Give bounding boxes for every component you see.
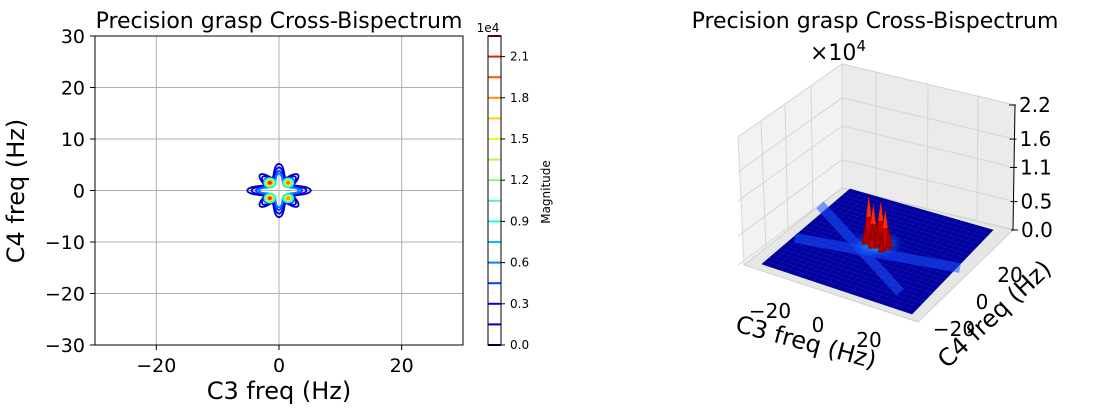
surface-z-scale-exponent: 4 — [856, 37, 866, 55]
surface-mesh-line — [846, 191, 990, 234]
colorbar: 1e4 0.0 0.3 0.6 0.9 1.2 1.5 1.8 2.1 Magnitude — [477, 21, 553, 352]
surface-wall-gridline — [810, 85, 814, 213]
contour-gridlines — [95, 36, 463, 345]
surface-x-axis-label: C3 freq (Hz) — [733, 310, 880, 374]
contour-x-ticks: −20 0 20 — [136, 345, 414, 377]
surface-peak-tip — [882, 210, 888, 229]
surface-z-tick-label: 2.2 — [1019, 93, 1051, 117]
surface-y-ticks: −200 20 — [933, 263, 1023, 341]
surface-peak — [885, 226, 893, 249]
contour-levels — [246, 162, 312, 219]
contour-y-axis-label: C4 freq (Hz) — [2, 119, 30, 263]
surface-x-ticks: −20 0 20 — [749, 299, 882, 352]
contour-chart: Precision grasp Cross-Bispectrum −20 0 20 … — [2, 9, 464, 405]
colorbar-label: Magnitude — [539, 160, 553, 224]
contour-title: Precision grasp Cross-Bispectrum — [96, 9, 463, 34]
colorbar-tick-label: 2.1 — [510, 50, 529, 64]
contour-x-tick-label: −20 — [136, 355, 176, 377]
surface-z-ticks: 0.0 0.5 1.1 1.6 2.2 — [1009, 93, 1053, 242]
contour-y-tick-label: 10 — [61, 129, 85, 151]
surface-z-tick-label: 0.5 — [1021, 190, 1053, 214]
colorbar-tick-label: 0.9 — [510, 214, 529, 228]
contour-y-tick-label: 0 — [73, 181, 85, 203]
colorbar-tick-label: 1.2 — [510, 173, 529, 187]
surface-peak-tip — [878, 202, 884, 221]
contour-peak-ring — [268, 181, 272, 185]
surface-y-tick-label: 0 — [976, 290, 989, 314]
contour-y-ticks: −30 −20 −10 0 10 20 30 — [45, 26, 95, 357]
surface-peaks — [861, 196, 893, 253]
colorbar-frame — [487, 35, 502, 346]
contour-x-axis-label: C3 freq (Hz) — [207, 377, 351, 405]
colorbar-tick-label: 1.5 — [510, 132, 529, 146]
colorbar-level-lines — [488, 35, 501, 346]
colorbar-ticks: 0.0 0.3 0.6 0.9 1.2 1.5 1.8 2.1 — [501, 50, 529, 352]
contour-y-tick-label: −10 — [45, 232, 85, 254]
surface-z-tick-label: 1.1 — [1020, 156, 1052, 180]
contour-peak-ring — [286, 196, 290, 200]
surface-peak — [861, 225, 869, 245]
contour-peak-ring — [286, 181, 290, 185]
contour-y-tick-label: 30 — [61, 26, 85, 48]
contour-y-tick-label: −30 — [45, 335, 85, 357]
contour-peak-ring — [268, 196, 272, 200]
colorbar-exponent: 1e4 — [477, 21, 500, 35]
surface-z-tick-label: 1.6 — [1020, 127, 1052, 151]
surface-wall-gridline — [784, 103, 789, 232]
surface-z-tick-label: 0.0 — [1021, 218, 1053, 242]
contour-y-tick-label: 20 — [61, 78, 85, 100]
surface-wall-gridline — [737, 63, 1016, 138]
surface-z-scale: ×104 — [810, 37, 866, 66]
colorbar-tick-label: 0.0 — [510, 338, 529, 352]
surface-z-scale-base: ×10 — [810, 41, 856, 66]
contour-x-tick-label: 0 — [273, 355, 285, 377]
contour-x-tick-label: 20 — [390, 355, 414, 377]
surface-chart: Precision grasp Cross-Bispectrum ×104 0.… — [692, 9, 1059, 374]
colorbar-tick-label: 0.3 — [510, 297, 529, 311]
contour-y-tick-label: −20 — [45, 284, 85, 306]
surface-peak-tip — [866, 196, 872, 217]
surface-y-tick-label: 20 — [997, 263, 1022, 287]
surface-x-tick-label: 20 — [856, 328, 881, 352]
surface-wall-gridline — [737, 159, 1016, 237]
colorbar-tick-label: 0.6 — [510, 256, 529, 270]
surface-x-tick-label: −20 — [749, 299, 791, 323]
surface-peak — [873, 218, 881, 247]
surface-peak-tip — [870, 204, 876, 224]
surface-mesh-line — [838, 198, 983, 241]
surface-wall-gridline — [760, 120, 767, 249]
surface-mesh-line — [842, 195, 987, 238]
surface-wall-gridline — [737, 125, 1016, 202]
surface-x-tick-label: 0 — [812, 313, 825, 337]
surface-peak — [878, 233, 885, 253]
surface-title: Precision grasp Cross-Bispectrum — [692, 9, 1059, 34]
surface-y-tick-label: −20 — [933, 317, 975, 341]
colorbar-tick-label: 1.8 — [510, 91, 529, 105]
contour-level-line — [246, 162, 312, 219]
surface-peak — [869, 223, 876, 241]
surface-wall-gridline — [737, 97, 1016, 173]
